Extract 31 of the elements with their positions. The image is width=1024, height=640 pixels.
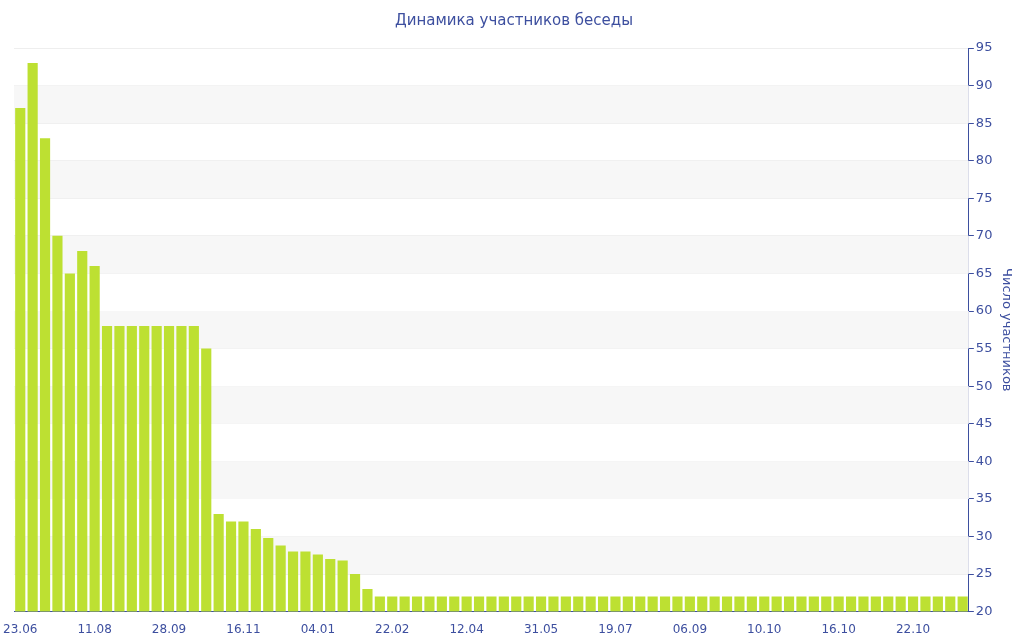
x-tick-label: 28.09 [151, 621, 187, 636]
y-tick-label: 25 [975, 565, 993, 581]
x-tick-label: 16.10 [821, 621, 856, 636]
x-tick-label: 10.10 [747, 621, 782, 636]
y-tick-label: 60 [975, 302, 993, 318]
y-tick-label: 80 [975, 152, 993, 168]
x-tick-label: 23.06 [3, 621, 38, 636]
y-tick-label: 95 [975, 39, 993, 55]
y-tick-label: 90 [975, 76, 993, 92]
x-tick-label: 22.10 [895, 621, 931, 636]
x-tick-label: 12.04 [449, 621, 484, 636]
x-tick-label: 31.05 [523, 621, 559, 636]
x-tick-label: 06.09 [672, 621, 708, 636]
y-tick-label: 85 [975, 114, 993, 130]
y-tick-label: 65 [975, 264, 993, 280]
chart-title: Динамика участников беседы [394, 10, 634, 29]
y-tick-label: 45 [975, 415, 993, 431]
y-tick-label: 40 [975, 452, 993, 468]
x-tick-label: 22.02 [375, 621, 410, 636]
y-tick-label: 70 [975, 227, 993, 243]
y-tick-label: 20 [975, 602, 993, 618]
y-tick-label: 50 [975, 377, 993, 393]
y-axis-title: Число участников [999, 268, 1015, 392]
y-tick-label: 55 [975, 339, 993, 355]
x-tick-label: 11.08 [77, 621, 112, 636]
x-tick-label: 19.07 [598, 621, 633, 636]
y-tick-label: 35 [975, 490, 993, 506]
y-tick-label: 75 [975, 189, 993, 205]
x-tick-label: 16.11 [226, 621, 261, 636]
x-tick-label: 04.01 [300, 621, 336, 636]
y-tick-label: 30 [975, 527, 993, 543]
